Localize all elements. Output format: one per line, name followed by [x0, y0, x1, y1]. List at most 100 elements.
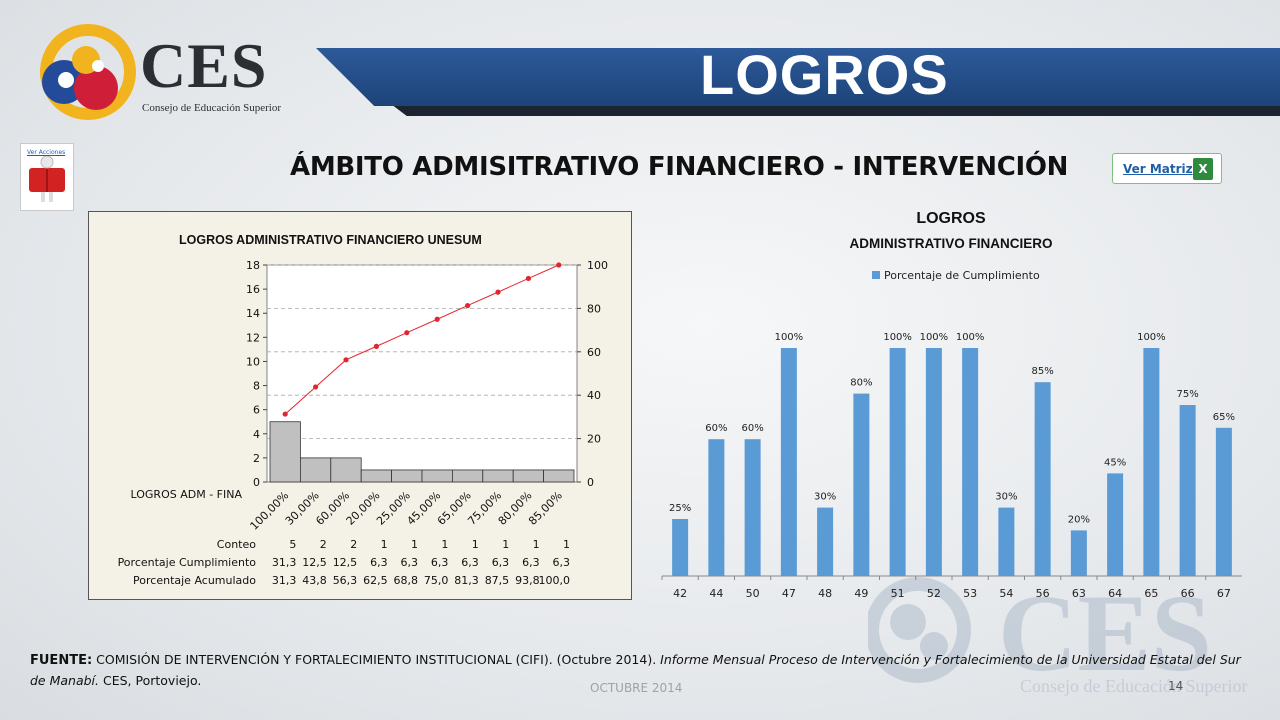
- compliance-category-label: 56: [1036, 587, 1050, 600]
- pareto-table-cell: 12,5: [333, 556, 358, 569]
- pareto-bar: [269, 421, 301, 483]
- compliance-bar: [889, 348, 906, 576]
- pareto-chart-panel: LOGROS ADMINISTRATIVO FINANCIERO UNESUM 0…: [88, 211, 632, 600]
- compliance-data-label: 45%: [1104, 457, 1126, 468]
- ver-acciones-label: Ver Acciones: [27, 149, 66, 156]
- compliance-category-label: 52: [927, 587, 941, 600]
- pareto-right-tick-label: 60: [587, 346, 601, 359]
- pareto-cumulative-point: [465, 302, 471, 309]
- compliance-bar: [1034, 382, 1051, 576]
- compliance-bar: [925, 348, 942, 576]
- pareto-table-cell: 87,5: [485, 574, 510, 587]
- pareto-table-cell: 68,8: [394, 574, 419, 587]
- footer-date: OCTUBRE 2014: [590, 681, 683, 695]
- pareto-table-cell: 6,3: [461, 556, 479, 569]
- ces-emblem-icon: [40, 24, 136, 120]
- compliance-bar: [1070, 530, 1087, 576]
- ver-acciones-link[interactable]: Ver Acciones: [20, 143, 74, 211]
- pareto-table-cell: 6,3: [553, 556, 571, 569]
- pareto-cumulative-point: [556, 262, 562, 268]
- ver-matriz-label: Ver Matriz: [1123, 162, 1193, 176]
- compliance-category-label: 66: [1181, 587, 1195, 600]
- pareto-table-row-label: Conteo: [217, 538, 256, 551]
- pareto-table-cell: 6,3: [401, 556, 419, 569]
- compliance-category-label: 53: [963, 587, 977, 600]
- compliance-data-label: 100%: [775, 332, 804, 343]
- section-title: ÁMBITO ADMISITRATIVO FINANCIERO - INTERV…: [290, 152, 1069, 182]
- source-note: FUENTE: COMISIÓN DE INTERVENCIÓN Y FORTA…: [30, 650, 1250, 691]
- pareto-right-tick-label: 0: [587, 476, 594, 489]
- pareto-table-cell: 75,0: [424, 574, 449, 587]
- compliance-bar: [1107, 473, 1124, 576]
- compliance-chart-panel: LOGROS ADMINISTRATIVO FINANCIERO Porcentaj…: [650, 200, 1250, 610]
- compliance-data-label: 25%: [669, 503, 691, 514]
- page-number: 14: [1168, 679, 1184, 693]
- compliance-data-label: 75%: [1177, 389, 1199, 400]
- pareto-chart: LOGROS ADMINISTRATIVO FINANCIERO UNESUM 0…: [118, 233, 608, 587]
- pareto-table-cell: 6,3: [431, 556, 449, 569]
- compliance-category-label: 64: [1108, 587, 1122, 600]
- ces-logo: CES Consejo de Educación Superior: [36, 22, 286, 132]
- pareto-table-cell: 6,3: [522, 556, 540, 569]
- compliance-chart-subtitle: ADMINISTRATIVO FINANCIERO: [850, 236, 1053, 251]
- compliance-category-label: 63: [1072, 587, 1086, 600]
- compliance-bar: [744, 439, 761, 576]
- compliance-bar: [998, 507, 1015, 576]
- pareto-right-tick-label: 40: [587, 389, 601, 402]
- logo-text: CES: [140, 30, 268, 101]
- compliance-bar: [817, 507, 834, 576]
- pareto-table-cell: 31,3: [272, 574, 297, 587]
- compliance-category-label: 54: [999, 587, 1013, 600]
- pareto-table-cell: 1: [441, 538, 448, 551]
- pareto-table-cell: 56,3: [333, 574, 358, 587]
- pareto-bar: [512, 469, 545, 483]
- compliance-category-label: 48: [818, 587, 832, 600]
- compliance-data-label: 100%: [1137, 332, 1166, 343]
- pareto-table-cell: 1: [533, 538, 540, 551]
- logo-subtext: Consejo de Educación Superior: [142, 102, 281, 114]
- compliance-data-label: 65%: [1213, 412, 1235, 423]
- compliance-chart: LOGROS ADMINISTRATIVO FINANCIERO Porcentaj…: [661, 210, 1242, 600]
- source-end: CES, Portoviejo.: [103, 673, 202, 688]
- source-report: Informe Mensual Proceso de Intervención …: [30, 652, 1241, 688]
- compliance-category-label: 42: [673, 587, 687, 600]
- compliance-category-label: 49: [854, 587, 868, 600]
- compliance-bar: [780, 348, 797, 576]
- pareto-table-row-label: Porcentaje Acumulado: [133, 574, 256, 587]
- pareto-left-tick-label: 4: [253, 428, 260, 441]
- pareto-title: LOGROS ADMINISTRATIVO FINANCIERO UNESUM: [179, 233, 482, 247]
- pareto-cumulative-point: [373, 343, 379, 349]
- pareto-bar: [482, 469, 514, 483]
- pareto-table-cell: 62,5: [363, 574, 388, 587]
- compliance-bar: [853, 393, 870, 576]
- compliance-data-label: 30%: [995, 492, 1017, 503]
- compliance-data-label: 60%: [742, 423, 764, 434]
- pareto-left-tick-label: 18: [246, 259, 260, 272]
- compliance-category-label: 51: [891, 587, 905, 600]
- pareto-table-cell: 1: [381, 538, 388, 551]
- pareto-left-tick-label: 10: [246, 355, 260, 368]
- legend-label: Porcentaje de Cumplimiento: [884, 269, 1040, 282]
- pareto-category-label: 85,00%: [526, 489, 565, 528]
- source-label: FUENTE:: [30, 653, 93, 668]
- pareto-cumulative-line: [284, 264, 560, 415]
- pareto-plot-area: [266, 264, 578, 483]
- excel-icon: X: [1193, 158, 1213, 180]
- title-banner: [316, 48, 1280, 106]
- pareto-left-tick-label: 0: [253, 476, 260, 489]
- ver-matriz-button[interactable]: Ver Matriz X: [1112, 153, 1222, 184]
- pareto-right-tick-label: 80: [587, 302, 601, 315]
- pareto-left-tick-label: 16: [246, 283, 260, 296]
- ces-watermark: CES Consejo de Educación Superior: [868, 572, 1247, 696]
- pareto-cumulative-point: [313, 384, 319, 390]
- pareto-right-tick-label: 100: [587, 259, 608, 272]
- compliance-category-label: 65: [1144, 587, 1158, 600]
- compliance-bar: [708, 439, 725, 576]
- pareto-table-cell: 1: [411, 538, 418, 551]
- pareto-table-cell: 31,3: [272, 556, 297, 569]
- pareto-left-tick-label: 8: [253, 380, 260, 393]
- pareto-table-cell: 1: [563, 538, 570, 551]
- pareto-x-axis-label: LOGROS ADM - FINA: [131, 488, 243, 501]
- pareto-table-cell: 93,8: [515, 574, 540, 587]
- compliance-bar: [1215, 427, 1232, 576]
